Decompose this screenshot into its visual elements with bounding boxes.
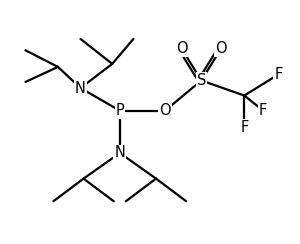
Text: O: O (176, 41, 188, 56)
Text: O: O (215, 41, 227, 56)
Text: N: N (75, 81, 86, 95)
Text: N: N (114, 145, 125, 161)
Text: P: P (116, 103, 124, 118)
Text: F: F (259, 103, 267, 118)
Text: O: O (159, 103, 171, 118)
Text: F: F (240, 120, 248, 135)
Text: F: F (274, 67, 283, 82)
Text: S: S (197, 73, 206, 88)
